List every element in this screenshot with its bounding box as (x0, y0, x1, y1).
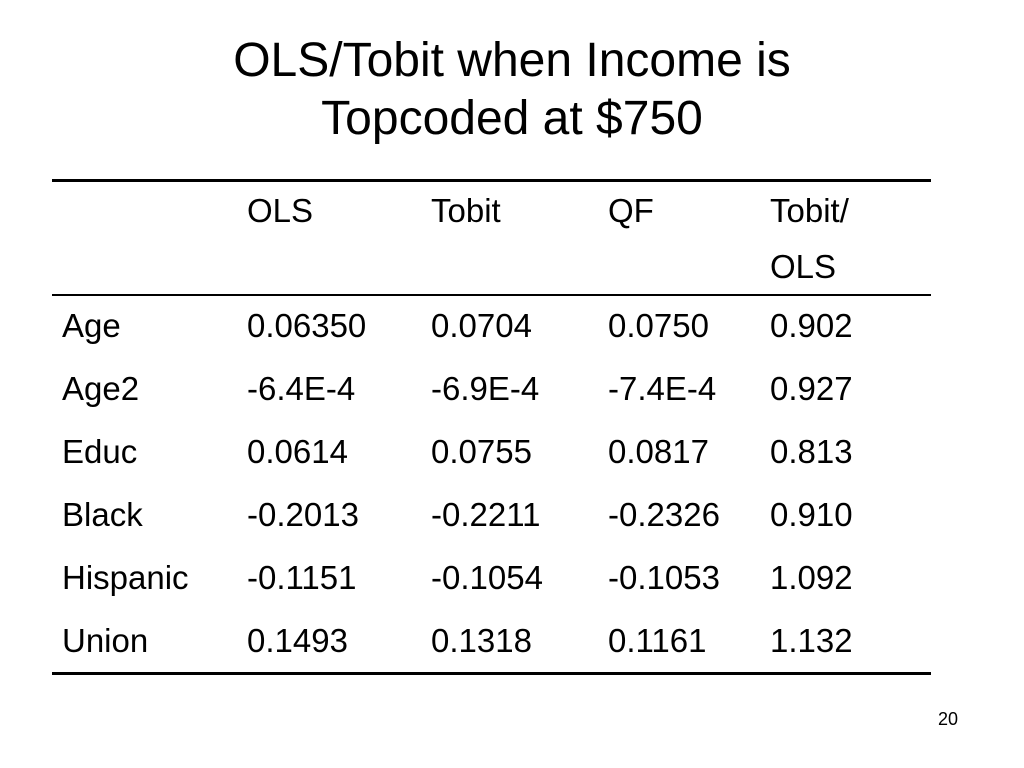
cell-educ-tobit: 0.0755 (431, 433, 532, 470)
cell-educ-ratio: 0.813 (770, 433, 853, 470)
cell-black-ols: -0.2013 (247, 496, 359, 533)
header-tobit-ols-line-1: Tobit/ (770, 192, 849, 229)
cell-union-ratio: 1.132 (770, 622, 853, 659)
cell-hispanic-tobit: -0.1054 (431, 559, 543, 596)
header-ols: OLS (247, 192, 314, 229)
row-label-hispanic: Hispanic (62, 559, 189, 596)
slide-title-line-2: Topcoded at $750 (321, 92, 703, 145)
row-label-age: Age (62, 307, 121, 344)
row-label-union: Union (62, 622, 149, 659)
cell-age2-tobit: -6.9E-4 (431, 370, 540, 407)
slide-title-line-1: OLS/Tobit when Income is (233, 34, 791, 87)
cell-age-tobit: 0.0704 (431, 307, 532, 344)
row-label-black: Black (62, 496, 143, 533)
cell-black-tobit: -0.2211 (431, 496, 541, 533)
cell-hispanic-qf: -0.1053 (608, 559, 720, 596)
cell-hispanic-ols: -0.1151 (247, 559, 357, 596)
table-bottom-rule (52, 672, 931, 675)
table-top-rule (52, 179, 931, 182)
table-header-rule (52, 294, 931, 296)
cell-union-qf: 0.1161 (608, 622, 707, 659)
header-qf: QF (608, 192, 654, 229)
cell-age-ols: 0.06350 (247, 307, 367, 344)
cell-age-qf: 0.0750 (608, 307, 709, 344)
cell-age-ratio: 0.902 (770, 307, 853, 344)
slide-title: OLS/Tobit when Income is Topcoded at $75… (0, 32, 1024, 148)
cell-black-qf: -0.2326 (608, 496, 720, 533)
cell-educ-ols: 0.0614 (247, 433, 348, 470)
page-number: 20 (938, 709, 959, 729)
cell-age2-ols: -6.4E-4 (247, 370, 356, 407)
row-label-educ: Educ (62, 433, 138, 470)
cell-educ-qf: 0.0817 (608, 433, 709, 470)
cell-union-tobit: 0.1318 (431, 622, 532, 659)
row-label-age2: Age2 (62, 370, 140, 407)
cell-union-ols: 0.1493 (247, 622, 348, 659)
cell-age2-ratio: 0.927 (770, 370, 853, 407)
cell-black-ratio: 0.910 (770, 496, 853, 533)
header-tobit-ols-line-2: OLS (770, 248, 837, 285)
header-tobit: Tobit (431, 192, 501, 229)
cell-age2-qf: -7.4E-4 (608, 370, 717, 407)
cell-hispanic-ratio: 1.092 (770, 559, 853, 596)
